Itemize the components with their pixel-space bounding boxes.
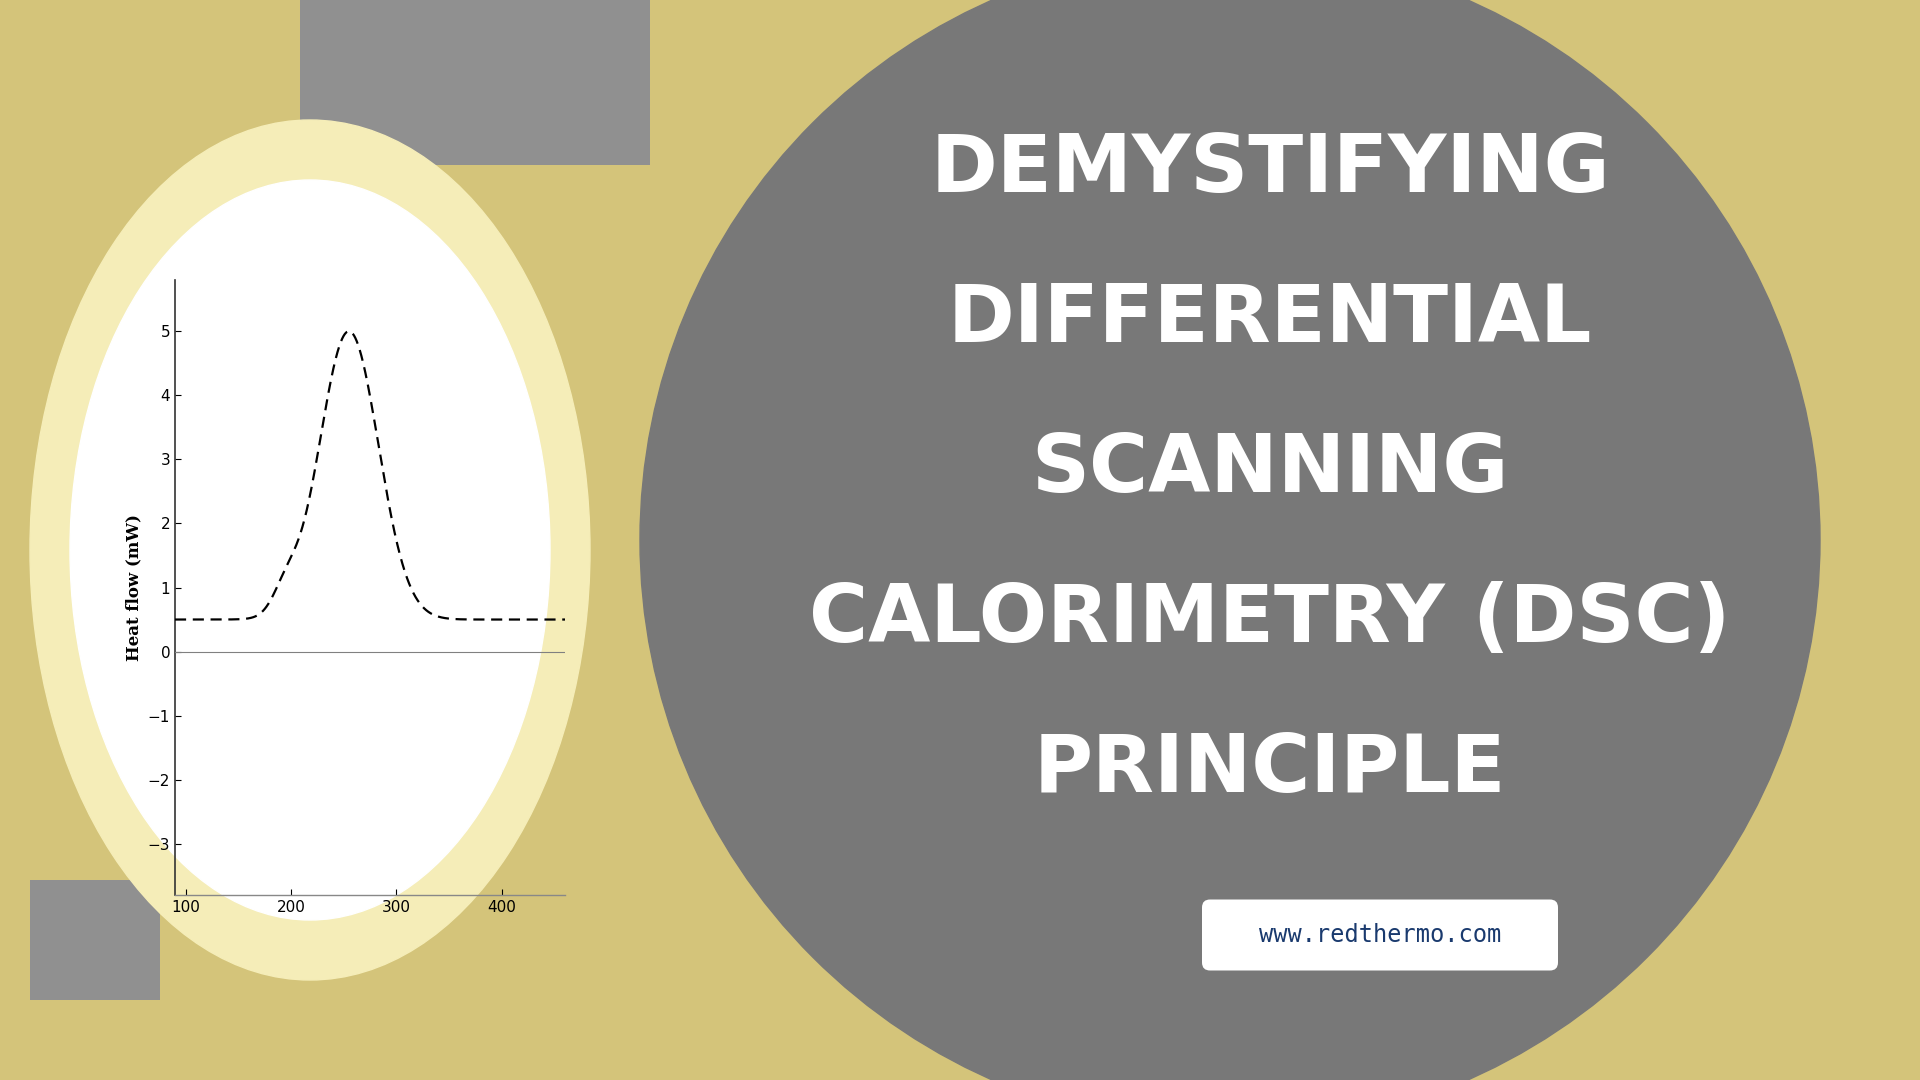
Text: PRINCIPLE: PRINCIPLE — [1033, 731, 1507, 809]
FancyBboxPatch shape — [1202, 900, 1557, 971]
Text: SCANNING: SCANNING — [1031, 431, 1509, 509]
Bar — [300, 0, 651, 165]
Ellipse shape — [31, 120, 589, 980]
Ellipse shape — [69, 180, 549, 920]
Bar — [31, 880, 159, 1000]
Y-axis label: Heat flow (mW): Heat flow (mW) — [125, 514, 142, 661]
Text: DIFFERENTIAL: DIFFERENTIAL — [948, 281, 1592, 359]
Text: CALORIMETRY (DSC): CALORIMETRY (DSC) — [810, 581, 1730, 659]
Circle shape — [639, 0, 1820, 1080]
Text: www.redthermo.com: www.redthermo.com — [1260, 923, 1501, 947]
Text: DEMYSTIFYING: DEMYSTIFYING — [929, 131, 1609, 210]
